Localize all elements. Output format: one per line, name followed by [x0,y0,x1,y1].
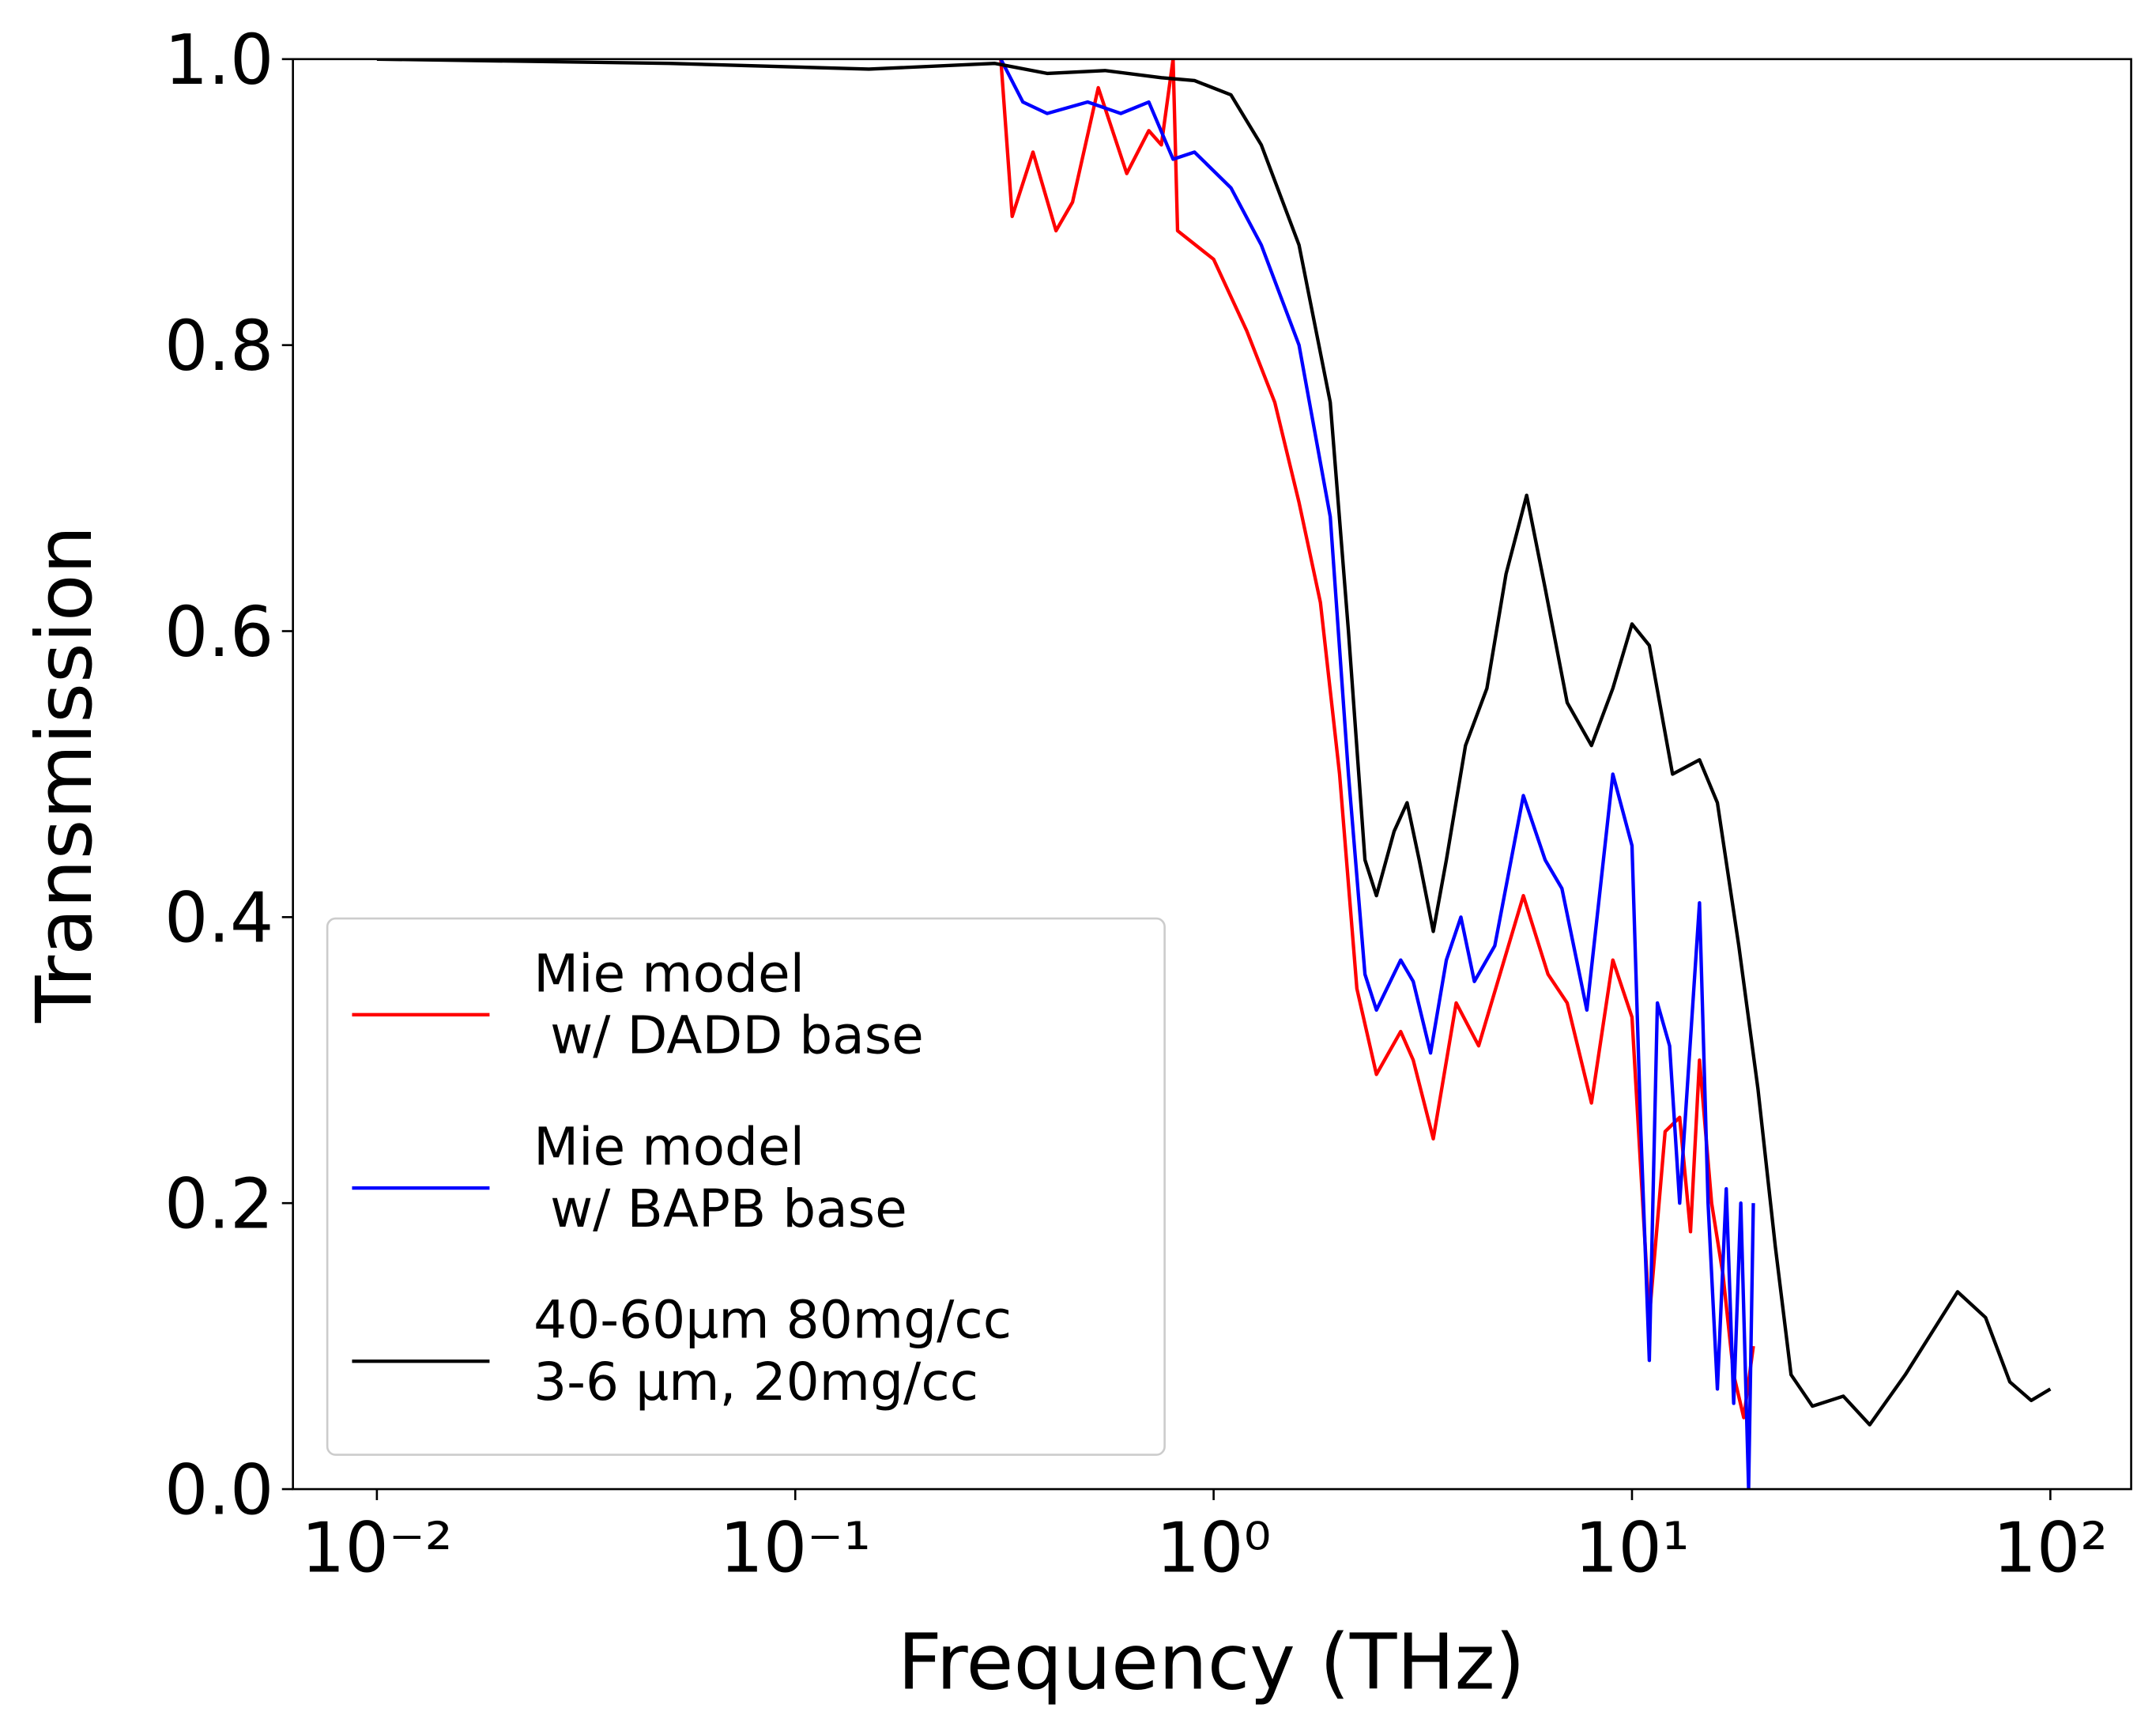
series-line [376,58,2052,1427]
x-tick-label: 10⁰ [1156,1507,1272,1588]
series-line [999,58,1755,1490]
legend-label: Mie model w/ DADD base [533,943,924,1066]
x-tick-label: 10⁻¹ [720,1507,871,1588]
x-tick-label: 10² [1993,1507,2109,1588]
y-tick-label: 0.6 [164,592,273,673]
legend-entry: Mie model w/ DADD base [533,943,924,1066]
x-tick-label: 10⁻² [301,1507,452,1588]
legend-label: Mie model w/ BAPB base [533,1116,907,1239]
y-tick-label: 0.4 [164,878,273,959]
y-tick-label: 0.8 [164,306,273,387]
y-tick-label: 0.2 [164,1164,273,1245]
series-line [999,58,1755,1420]
legend-entry: Mie model w/ BAPB base [533,1116,907,1239]
legend-box [326,917,1166,1456]
plot-frame [292,58,2132,1491]
legend-label: 40-60μm 80mg/cc 3-6 μm, 20mg/cc [533,1289,1012,1412]
x-tick-label: 10¹ [1574,1507,1690,1588]
y-tick-label: 1.0 [164,20,273,100]
legend-entry: 40-60μm 80mg/cc 3-6 μm, 20mg/cc [533,1289,1012,1412]
y-axis-label: Transmission [20,526,109,1024]
y-tick-label: 0.0 [164,1450,273,1530]
x-axis-label: Frequency (THz) [898,1617,1525,1706]
